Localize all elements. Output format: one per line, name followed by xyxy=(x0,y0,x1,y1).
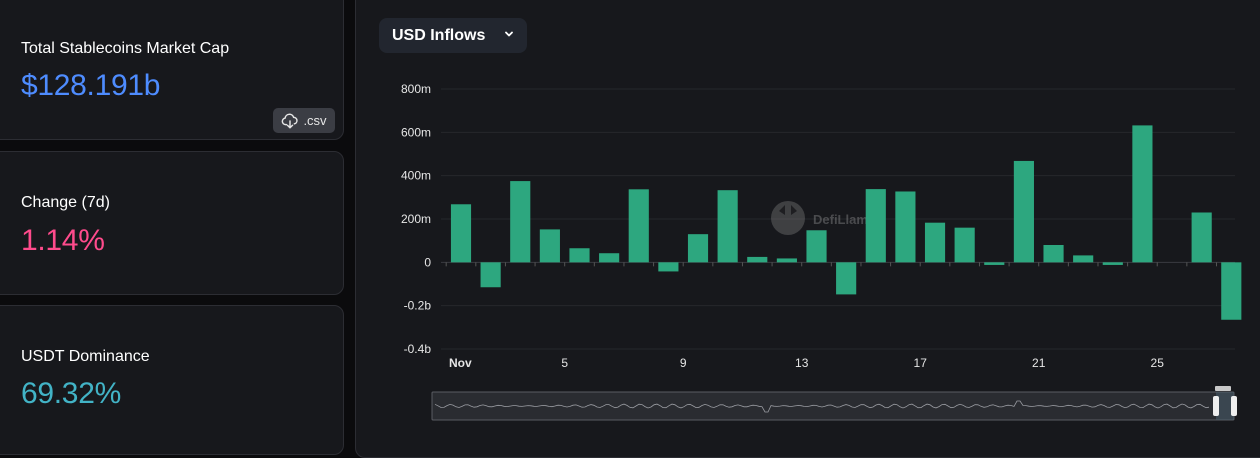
slider-right-handle[interactable] xyxy=(1231,396,1237,416)
x-tick-label: Nov xyxy=(449,356,472,370)
inflow-bar[interactable] xyxy=(1013,160,1034,263)
chart-grid xyxy=(441,88,1235,350)
y-tick-label: -0.4b xyxy=(404,342,432,356)
y-tick-label: 0 xyxy=(424,255,431,269)
slider-drag-grip[interactable] xyxy=(1215,386,1231,391)
inflow-bar[interactable] xyxy=(628,189,649,263)
inflow-bar[interactable] xyxy=(510,181,531,263)
inflow-bar[interactable] xyxy=(747,256,768,263)
inflow-bar[interactable] xyxy=(954,227,975,263)
csv-button-label: .csv xyxy=(303,113,327,128)
watermark-text: DefiLlama xyxy=(813,212,876,227)
x-tick-label: 5 xyxy=(561,356,568,370)
inflow-bar[interactable] xyxy=(865,189,886,263)
market-cap-card: Total Stablecoins Market Cap $128.191b .… xyxy=(0,0,344,140)
inflow-bar[interactable] xyxy=(1073,255,1094,263)
chevron-down-icon xyxy=(505,31,513,37)
x-tick-label: 17 xyxy=(914,356,928,370)
inflow-bar[interactable] xyxy=(1043,245,1064,263)
cloud-download-icon xyxy=(282,113,299,128)
inflow-bar[interactable] xyxy=(1132,125,1153,263)
dominance-value: 69.32% xyxy=(21,377,121,410)
market-cap-value: $128.191b xyxy=(21,69,161,102)
x-tick-label: 9 xyxy=(680,356,687,370)
inflow-bar[interactable] xyxy=(569,248,590,263)
inflow-bar[interactable] xyxy=(1191,212,1212,263)
inflow-bar[interactable] xyxy=(806,230,827,263)
dominance-card: USDT Dominance 69.32% xyxy=(0,305,344,455)
dominance-label: USDT Dominance xyxy=(21,348,150,365)
y-tick-label: 800m xyxy=(401,82,431,96)
inflow-bar[interactable] xyxy=(836,262,857,295)
y-tick-label: 400m xyxy=(401,169,431,183)
csv-download-button[interactable]: .csv xyxy=(273,108,335,133)
chart-zoom-slider[interactable] xyxy=(431,386,1237,421)
inflow-bar[interactable] xyxy=(984,262,1005,265)
inflow-bar[interactable] xyxy=(658,262,679,272)
change-value: 1.14% xyxy=(21,224,105,257)
slider-left-handle[interactable] xyxy=(1213,396,1219,416)
defillama-watermark: DefiLlama xyxy=(771,201,876,235)
y-tick-label: 200m xyxy=(401,212,431,226)
inflow-bar[interactable] xyxy=(450,204,472,263)
y-tick-label: 600m xyxy=(401,125,431,139)
usd-inflows-chart: DefiLlama 800m 600m 400m 200m 0 -0.2b -0.4b Nov… xyxy=(401,82,1242,421)
market-cap-label: Total Stablecoins Market Cap xyxy=(21,40,230,57)
x-tick-label: 25 xyxy=(1151,356,1165,370)
x-tick-label: 21 xyxy=(1032,356,1046,370)
chart-type-dropdown[interactable]: USD Inflows xyxy=(379,18,527,53)
inflow-bar[interactable] xyxy=(687,234,709,263)
inflow-bar[interactable] xyxy=(480,262,501,288)
y-tick-label: -0.2b xyxy=(404,299,432,313)
inflow-bar[interactable] xyxy=(599,253,620,263)
chart-panel xyxy=(355,0,1260,458)
chart-axes: 800m 600m 400m 200m 0 -0.2b -0.4b Nov 5 9 13 17 21 25 xyxy=(401,82,1217,370)
inflow-bar[interactable] xyxy=(1221,262,1242,320)
inflow-bar[interactable] xyxy=(924,222,946,263)
inflow-bar[interactable] xyxy=(539,229,560,263)
inflow-bar[interactable] xyxy=(895,191,916,263)
change-card: Change (7d) 1.14% xyxy=(0,151,344,295)
chart-bars xyxy=(450,125,1242,320)
inflow-bar[interactable] xyxy=(717,190,738,263)
inflow-bar[interactable] xyxy=(776,258,797,263)
inflow-bar[interactable] xyxy=(1102,262,1123,265)
dropdown-selected-label: USD Inflows xyxy=(392,26,486,44)
x-tick-label: 13 xyxy=(795,356,809,370)
change-label: Change (7d) xyxy=(21,194,110,211)
